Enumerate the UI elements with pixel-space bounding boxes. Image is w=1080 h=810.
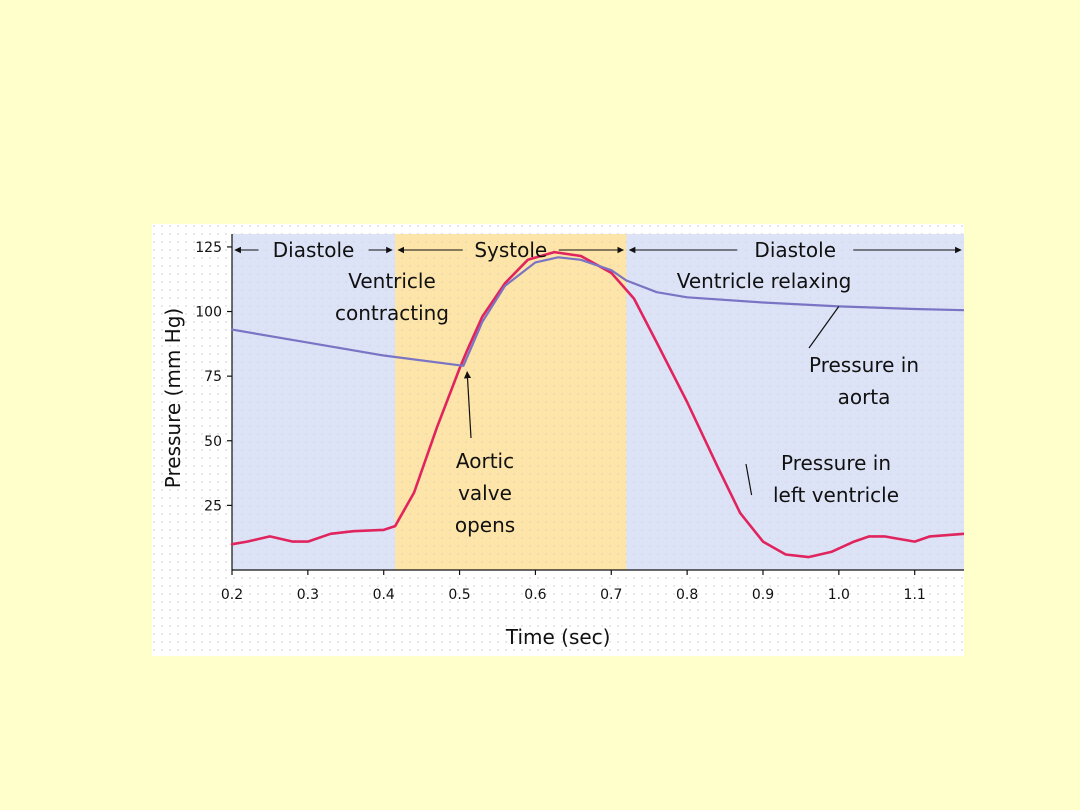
y-tick-label: 25 — [204, 498, 222, 514]
annotation-leader-3 — [808, 306, 840, 349]
x-tick-label: 0.9 — [752, 587, 774, 603]
annotation-1-line-0: Ventricle relaxing — [677, 269, 852, 293]
x-tick-label: 0.2 — [221, 587, 243, 603]
phase-label-1: Systole — [474, 238, 547, 262]
phase-label-0: Diastole — [273, 238, 355, 262]
annotation-2-line-2: opens — [455, 513, 515, 537]
y-tick-label: 100 — [195, 305, 222, 321]
y-tick-label: 75 — [204, 369, 222, 385]
x-tick-label: 1.0 — [828, 587, 850, 603]
annotation-leader-4 — [745, 463, 753, 496]
y-axis-label: Pressure (mm Hg) — [161, 308, 185, 488]
series-line-0 — [230, 250, 964, 559]
pressure-chart: 25 50 75 100 125 0.2 0.3 0.4 0.5 0.6 0.7 0.8 0.9 1.0 1… — [152, 224, 964, 656]
annotation-3-line-1: aorta — [838, 385, 891, 409]
annotation-4-line-1: left ventricle — [773, 483, 899, 507]
pressure-chart-figure: 25 50 75 100 125 0.2 0.3 0.4 0.5 0.6 0.7 0.8 0.9 1.0 1… — [152, 224, 964, 656]
annotation-arrow-2 — [463, 371, 472, 439]
y-tick-label: 125 — [195, 240, 222, 256]
plot-dots — [232, 234, 964, 570]
annotation-3-line-0: Pressure in — [809, 353, 919, 377]
x-tick-label: 0.3 — [297, 587, 319, 603]
annotation-2-line-0: Aortic — [456, 449, 514, 473]
series-line-1 — [230, 256, 964, 367]
y-tick-label: 50 — [204, 434, 222, 450]
x-tick-label: 0.6 — [524, 587, 546, 603]
x-tick-label: 0.4 — [373, 587, 395, 603]
x-tick-label: 1.1 — [904, 587, 926, 603]
phase-label-2: Diastole — [754, 238, 836, 262]
annotation-2-line-1: valve — [458, 481, 512, 505]
annotation-4-line-0: Pressure in — [781, 451, 891, 475]
x-tick-label: 0.8 — [676, 587, 698, 603]
annotation-0-line-1: contracting — [335, 301, 449, 325]
x-axis-label: Time (sec) — [505, 625, 611, 649]
x-tick-label: 0.7 — [600, 587, 622, 603]
x-tick-label: 0.5 — [448, 587, 470, 603]
annotation-0-line-0: Ventricle — [348, 269, 436, 293]
